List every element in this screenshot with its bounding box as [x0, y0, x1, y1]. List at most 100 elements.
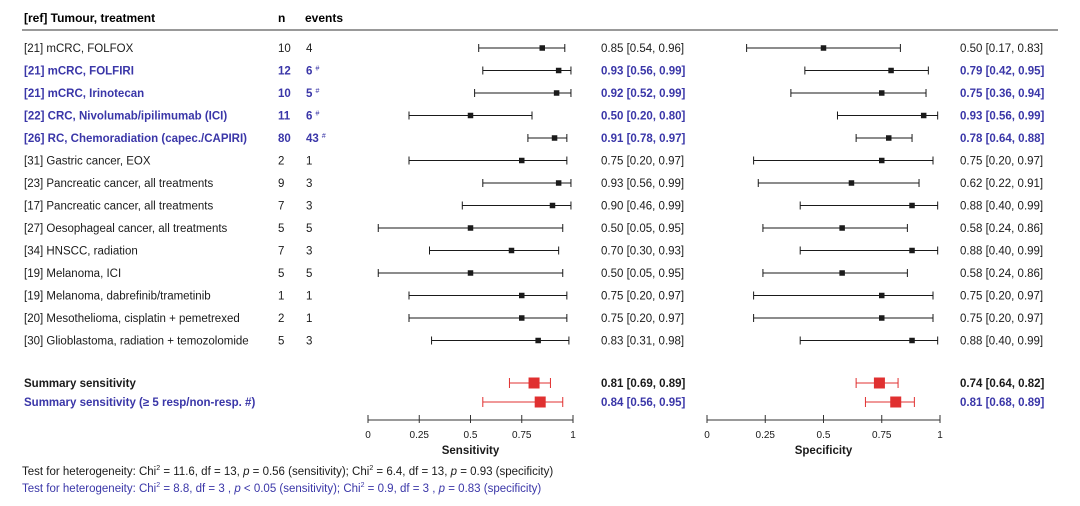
study-row: [34] HNSCC, radiation 7 3 0.70 [0.30, 0.93]… — [24, 246, 1043, 258]
sensitivity-value: 0.93 [0.56, 0.99] — [601, 66, 686, 78]
summary-specificity-value: 0.81 [0.68, 0.89] — [960, 397, 1045, 409]
axes: 0 0.25 0.5 0.75 1 Sensitivity 0 0.25 0.5 0.75 1 Spe… — [365, 415, 943, 457]
specificity-value: 0.88 [0.40, 0.99] — [960, 246, 1043, 258]
sensitivity-value: 0.85 [0.54, 0.96] — [601, 43, 684, 55]
sens-point-10 — [467, 270, 474, 276]
specificity-axis-title: Specificity — [795, 445, 853, 457]
spec-point-6 — [848, 180, 855, 186]
spec-point-10 — [839, 270, 845, 276]
sensitivity-value: 0.75 [0.20, 0.97] — [601, 156, 684, 168]
specificity-value: 0.93 [0.56, 0.99] — [960, 111, 1045, 123]
specificity-value: 0.75 [0.20, 0.97] — [960, 291, 1043, 303]
sensitivity-value: 0.93 [0.56, 0.99] — [601, 178, 684, 190]
summary-specificity-value: 0.74 [0.64, 0.82] — [960, 378, 1045, 390]
sens-point-2 — [553, 90, 560, 96]
study-events: 1 — [306, 156, 312, 168]
subset-mark: # — [315, 111, 319, 118]
specificity-value: 0.50 [0.17, 0.83] — [960, 43, 1043, 55]
study-events: 4 — [306, 43, 313, 55]
study-n: 80 — [278, 133, 291, 145]
study-n: 10 — [278, 43, 291, 55]
sens-point-sum1 — [534, 396, 546, 408]
study-n: 11 — [278, 111, 291, 123]
sens-point-8 — [467, 225, 474, 231]
study-row: [20] Mesothelioma, cisplatin + pemetrexe… — [24, 313, 1043, 325]
study-row: [19] Melanoma, ICI 5 5 0.50 [0.05, 0.95] 0.5… — [24, 268, 1043, 280]
sensitivity-value: 0.91 [0.78, 0.97] — [601, 133, 686, 145]
sens-point-7 — [549, 202, 556, 209]
study-label: [22] CRC, Nivolumab/ipilimumab (ICI) — [24, 111, 227, 123]
study-rows: [21] mCRC, FOLFOX 10 4 0.85 [0.54, 0.96] 0.5… — [24, 43, 1045, 348]
study-n: 7 — [278, 201, 284, 213]
specificity-value: 0.58 [0.24, 0.86] — [960, 223, 1043, 235]
specificity-tick-label: 0 — [704, 430, 710, 441]
sens-point-4 — [551, 135, 558, 141]
summary-row: Summary sensitivity (≥ 5 resp/non-resp. … — [24, 396, 1045, 409]
summary-rows: Summary sensitivity 0.81 [0.69, 0.89] 0.74… — [24, 377, 1045, 409]
summary-label: Summary sensitivity (≥ 5 resp/non-resp. … — [24, 397, 255, 409]
study-events: 1 — [306, 291, 312, 303]
study-label: [19] Melanoma, dabrefinib/trametinib — [24, 291, 211, 303]
header-events: events — [305, 11, 343, 25]
heterogeneity-test-subset: Test for heterogeneity: Chi2 = 8.8, df =… — [22, 482, 542, 495]
sensitivity-value: 0.50 [0.20, 0.80] — [601, 111, 686, 123]
header-study: [ref] Tumour, treatment — [24, 11, 155, 25]
heterogeneity-test-all: Test for heterogeneity: Chi2 = 11.6, df … — [22, 465, 554, 478]
header-row: [ref] Tumour, treatment n events — [22, 11, 1058, 31]
sensitivity-value: 0.92 [0.52, 0.99] — [601, 88, 686, 100]
spec-point-7 — [909, 202, 915, 209]
spec-point-12 — [879, 315, 885, 321]
sens-point-13 — [535, 337, 541, 344]
sensitivity-value: 0.50 [0.05, 0.95] — [601, 268, 684, 280]
study-row: [21] mCRC, Irinotecan 10 5 # 0.92 [0.52, 0.9… — [24, 88, 1045, 100]
spec-point-9 — [909, 247, 915, 254]
study-row: [17] Pancreatic cancer, all treatments 7 3… — [24, 201, 1043, 213]
spec-point-3 — [920, 112, 927, 119]
study-events: 1 — [306, 313, 312, 325]
spec-point-8 — [839, 225, 845, 231]
sensitivity-axis-title: Sensitivity — [442, 445, 500, 457]
study-events: 3 — [306, 246, 312, 258]
study-row: [30] Glioblastoma, radiation + temozolom… — [24, 336, 1043, 348]
specificity-value: 0.79 [0.42, 0.95] — [960, 66, 1045, 78]
specificity-tick-label: 0.25 — [756, 430, 776, 441]
sensitivity-value: 0.90 [0.46, 0.99] — [601, 201, 684, 213]
sens-point-12 — [519, 315, 525, 321]
sens-point-sum0 — [528, 377, 540, 389]
study-events: 5 # — [306, 88, 319, 100]
study-label: [21] mCRC, FOLFOX — [24, 43, 134, 55]
study-events: 3 — [306, 336, 312, 348]
specificity-value: 0.58 [0.24, 0.86] — [960, 268, 1043, 280]
study-row: [31] Gastric cancer, EOX 2 1 0.75 [0.20, 0.… — [24, 156, 1043, 168]
study-events: 3 — [306, 178, 312, 190]
specificity-value: 0.88 [0.40, 0.99] — [960, 201, 1043, 213]
sensitivity-tick-label: 0.25 — [410, 430, 430, 441]
summary-label: Summary sensitivity — [24, 378, 136, 390]
summary-sensitivity-value: 0.84 [0.56, 0.95] — [601, 397, 686, 409]
spec-point-sum0 — [873, 377, 885, 389]
study-n: 2 — [278, 156, 284, 168]
study-label: [23] Pancreatic cancer, all treatments — [24, 178, 213, 190]
study-n: 5 — [278, 223, 284, 235]
sens-point-0 — [539, 45, 545, 51]
study-row: [21] mCRC, FOLFOX 10 4 0.85 [0.54, 0.96] 0.5… — [24, 43, 1043, 55]
study-label: [27] Oesophageal cancer, all treatments — [24, 223, 228, 235]
study-n: 10 — [278, 88, 291, 100]
summary-sensitivity-value: 0.81 [0.69, 0.89] — [601, 378, 686, 390]
sensitivity-axis: 0 0.25 0.5 0.75 1 Sensitivity — [365, 415, 576, 457]
subset-mark: # — [315, 66, 319, 73]
study-n: 5 — [278, 336, 284, 348]
study-label: [20] Mesothelioma, cisplatin + pemetrexe… — [24, 313, 240, 325]
specificity-tick-label: 1 — [937, 430, 943, 441]
study-label: [21] mCRC, FOLFIRI — [24, 66, 134, 78]
specificity-tick-label: 0.75 — [872, 430, 892, 441]
study-events: 43 # — [306, 133, 326, 145]
spec-point-11 — [879, 292, 885, 299]
study-label: [26] RC, Chemoradiation (capec./CAPIRI) — [24, 133, 247, 145]
summary-row: Summary sensitivity 0.81 [0.69, 0.89] 0.74… — [24, 377, 1045, 390]
subset-mark: # — [322, 133, 326, 140]
sensitivity-value: 0.50 [0.05, 0.95] — [601, 223, 684, 235]
study-row: [27] Oesophageal cancer, all treatments 5… — [24, 223, 1043, 235]
spec-point-2 — [879, 90, 885, 96]
